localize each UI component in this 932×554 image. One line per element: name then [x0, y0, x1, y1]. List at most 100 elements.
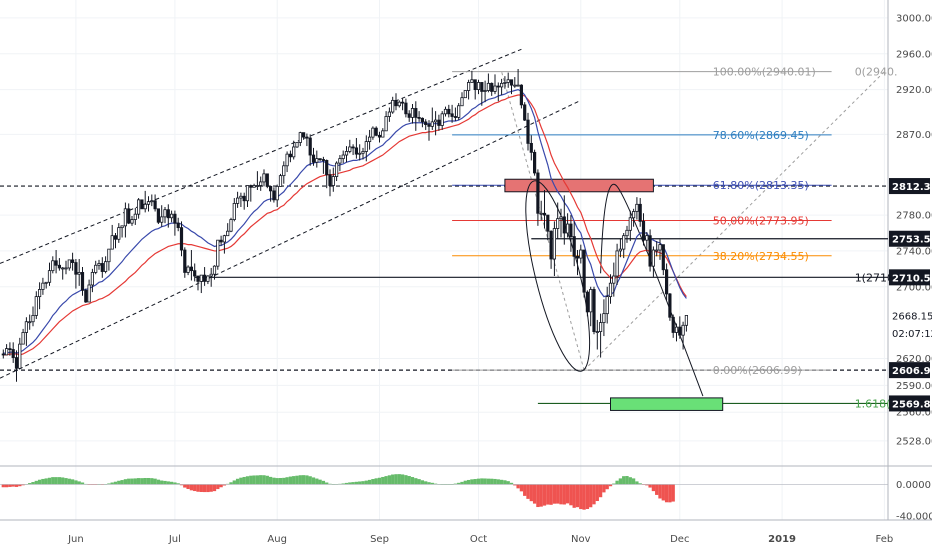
- oscillator-bar: [556, 484, 560, 504]
- price-badge: [889, 395, 930, 412]
- oscillator-bar: [529, 484, 533, 502]
- oscillator-bar: [526, 484, 530, 499]
- candle-body: [371, 127, 375, 138]
- candle-body: [556, 218, 560, 229]
- candle-body: [235, 197, 240, 204]
- candle-body: [523, 104, 527, 121]
- candle-body: [252, 185, 256, 188]
- oscillator-bar: [602, 484, 606, 493]
- grid: [0, 0, 888, 520]
- candle-body: [651, 249, 656, 267]
- oscillator-bar: [4, 484, 9, 488]
- oscillator-bar: [453, 483, 458, 485]
- candle-body: [265, 173, 269, 187]
- price-tick-label: 2780.00: [896, 211, 932, 222]
- candle-body: [381, 130, 385, 138]
- oscillator-bar: [457, 482, 461, 485]
- candle-body: [150, 200, 154, 203]
- candle-body: [559, 216, 563, 220]
- candle-body: [334, 162, 339, 177]
- candle-body: [77, 272, 81, 275]
- candle-body: [24, 321, 29, 333]
- oscillator-bar: [169, 481, 174, 485]
- fib-level-label: 50.00%(2773.95): [713, 214, 809, 227]
- oscillator-bar: [341, 483, 345, 485]
- candle-body: [602, 313, 606, 324]
- candle-body: [97, 263, 101, 266]
- time-tick-label: 2019: [768, 534, 796, 545]
- oscillator-bar: [668, 484, 672, 503]
- candle-body: [447, 108, 451, 115]
- oscillator-bar: [186, 484, 190, 489]
- oscillator-bar: [410, 477, 415, 485]
- oscillator-bar: [546, 484, 550, 505]
- candle-body: [1, 353, 5, 356]
- oscillator-tick-label: -40.0000: [896, 512, 932, 523]
- oscillator-bar: [150, 478, 154, 485]
- oscillator-bar: [275, 478, 279, 485]
- oscillator-bar: [212, 484, 217, 492]
- candle-body: [486, 82, 491, 91]
- candle-body: [189, 266, 193, 272]
- candle-body: [582, 249, 586, 293]
- candle-body: [8, 348, 12, 351]
- candle-body: [628, 217, 632, 231]
- candle-body: [589, 289, 593, 313]
- candle-body: [113, 235, 118, 240]
- candle-body: [506, 79, 510, 83]
- time-tick-label: Jul: [168, 534, 181, 545]
- candle-body: [536, 172, 540, 214]
- candle-body: [328, 174, 332, 186]
- oscillator-histogram: [1, 474, 675, 510]
- candle-body: [579, 249, 583, 259]
- candle-body: [321, 159, 326, 161]
- candle-body: [5, 348, 9, 356]
- candle-body: [542, 212, 547, 216]
- candle-body: [463, 90, 467, 99]
- oscillator-bar: [344, 482, 349, 485]
- candle-body: [572, 236, 576, 257]
- candle-body: [674, 326, 679, 333]
- candle-body: [123, 208, 127, 227]
- candle-body: [136, 199, 141, 215]
- oscillator-bar: [417, 479, 421, 485]
- candle-body: [308, 137, 312, 156]
- oscillator-bar: [1, 484, 5, 488]
- candle-body: [450, 113, 454, 117]
- candle-body: [367, 136, 372, 142]
- oscillator-bar: [404, 475, 408, 485]
- oscillator-bar: [77, 481, 81, 485]
- oscillator-bar: [414, 478, 418, 485]
- oscillator-bar: [130, 478, 134, 485]
- candle-body: [351, 146, 355, 149]
- resistance-zone: [504, 178, 654, 193]
- candle-body: [658, 244, 662, 251]
- channel-lower-line: [0, 99, 582, 379]
- oscillator-bar: [272, 477, 276, 485]
- oscillator-bar: [595, 484, 599, 502]
- candle-body: [84, 289, 88, 303]
- oscillator-bar: [480, 478, 484, 485]
- candle-body: [226, 230, 230, 237]
- oscillator-bar: [612, 483, 616, 485]
- candle-body: [410, 108, 415, 118]
- candle-body: [67, 259, 71, 269]
- candle-body: [394, 99, 398, 107]
- oscillator-bar: [572, 484, 576, 508]
- oscillator-bar: [377, 477, 382, 485]
- candle-body: [130, 219, 134, 224]
- price-tick-label: 2528.00: [896, 436, 932, 447]
- oscillator-bar: [14, 484, 19, 487]
- candle-body: [262, 173, 266, 183]
- candle-body: [499, 82, 504, 88]
- candle-body: [14, 357, 19, 369]
- candle-body: [493, 85, 497, 92]
- candle-body: [199, 274, 203, 282]
- oscillator-bar: [430, 482, 434, 485]
- oscillator-bar: [569, 484, 573, 506]
- oscillator-bar: [193, 484, 197, 492]
- candle-body: [44, 281, 48, 284]
- extension-label: 0(2940.: [855, 66, 898, 79]
- candle-body: [325, 160, 329, 176]
